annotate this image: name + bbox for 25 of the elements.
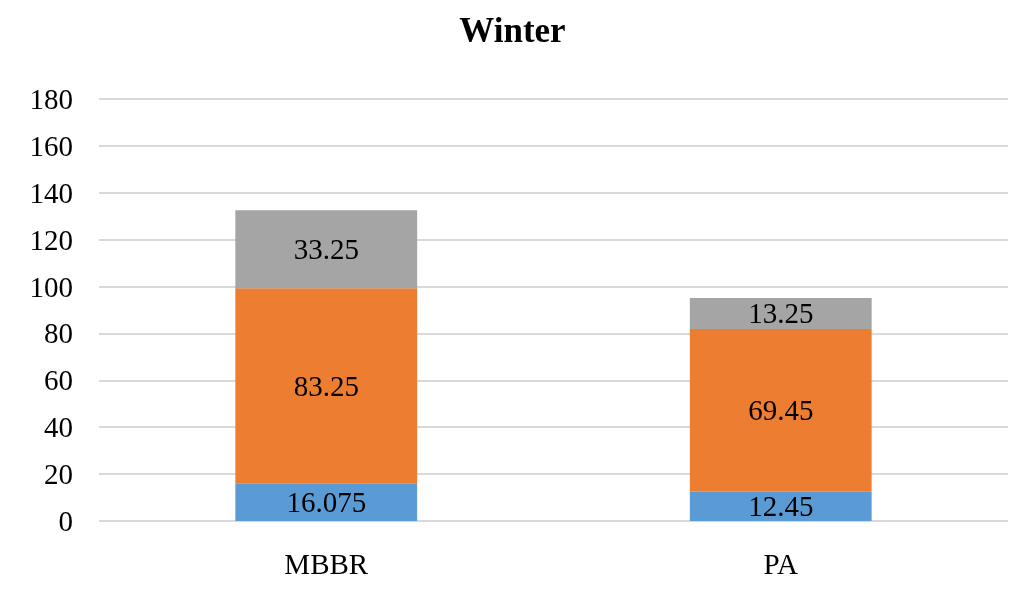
- data-label: 13.25: [748, 297, 814, 330]
- y-tick-label: 180: [29, 83, 73, 115]
- y-tick-label: 140: [29, 176, 73, 209]
- bar: [689, 491, 872, 521]
- bar: [689, 328, 872, 492]
- y-tick-label: 160: [29, 129, 73, 162]
- x-tick-label: MBBR: [284, 547, 369, 580]
- x-tick-label: PA: [763, 547, 799, 580]
- bar: [689, 297, 872, 329]
- y-tick-label: 0: [58, 505, 73, 537]
- y-tick-label: 100: [29, 270, 73, 303]
- bar: [235, 288, 418, 484]
- y-tick-label: 60: [44, 364, 73, 397]
- y-tick-label: 20: [44, 458, 73, 491]
- data-label: 16.075: [286, 486, 367, 519]
- data-label: 33.25: [293, 233, 359, 266]
- bar: [235, 483, 418, 521]
- bar: [235, 210, 418, 289]
- data-label: 69.45: [748, 394, 814, 427]
- chart-title: Winter: [459, 11, 566, 50]
- data-label: 83.25: [293, 369, 359, 402]
- y-tick-label: 120: [29, 223, 73, 256]
- data-label: 12.45: [748, 490, 814, 523]
- y-tick-label: 40: [44, 411, 73, 444]
- y-tick-label: 80: [44, 317, 73, 350]
